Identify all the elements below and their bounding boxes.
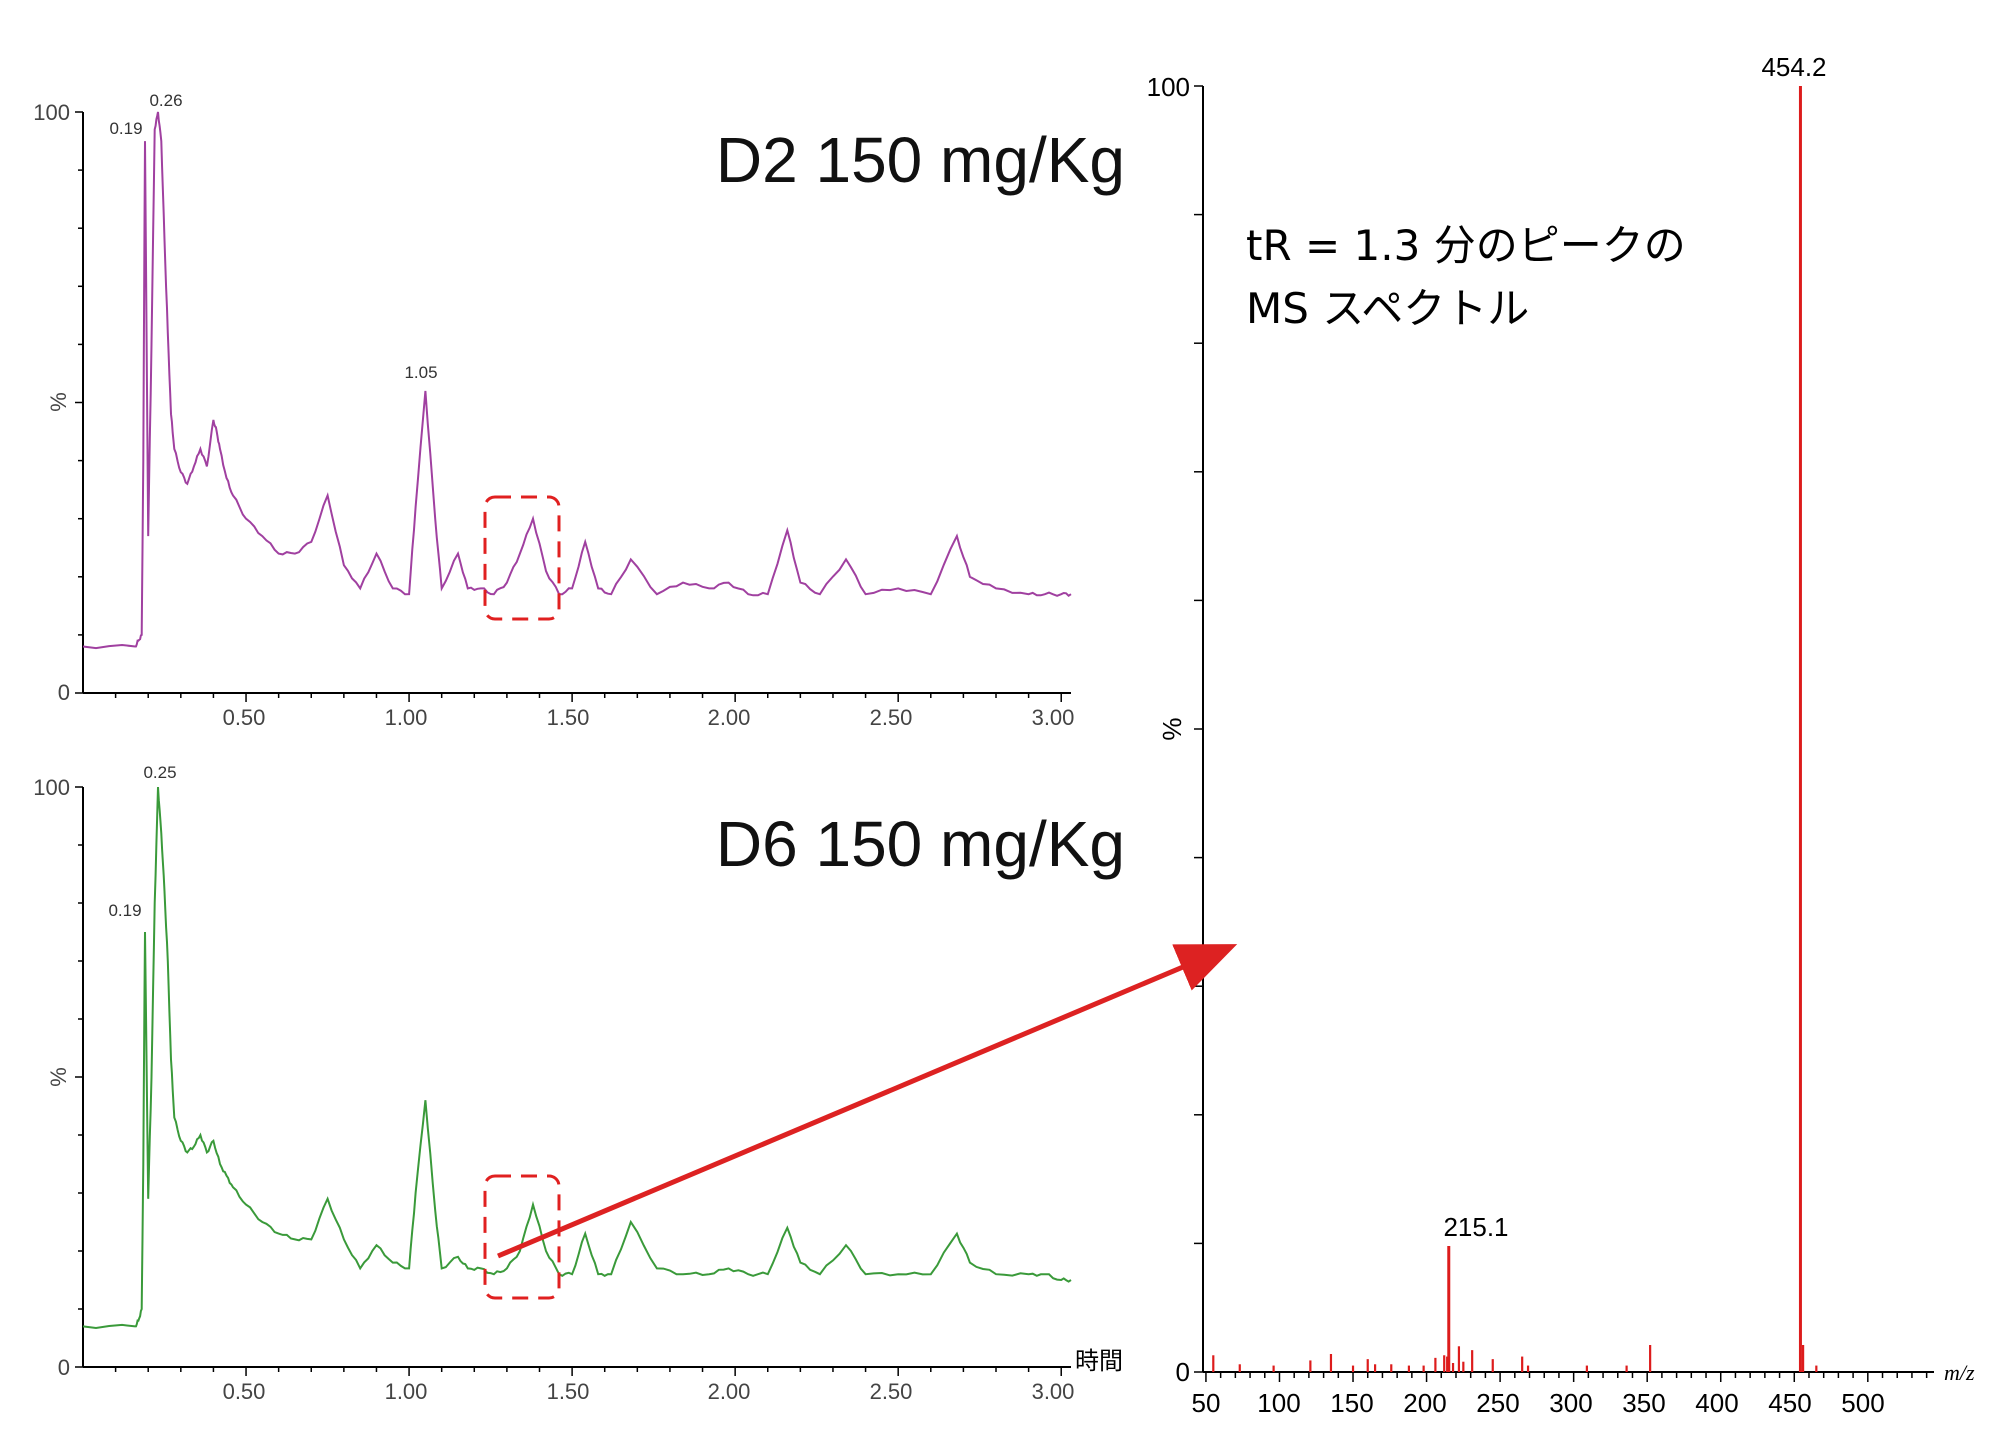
mass-spectrum: 100 0 % 50 100 150 200 250 300 350 400 4…	[1147, 52, 1975, 1418]
chromatogram-d6-xtick-2.00: 2.00	[708, 1379, 751, 1404]
spectrum-xtick-500: 500	[1841, 1388, 1884, 1418]
chromatogram-d6-trace	[82, 786, 1072, 1330]
spectrum-xlabel: m/z	[1944, 1360, 1975, 1385]
spectrum-xtick-150: 150	[1330, 1388, 1373, 1418]
spectrum-xtick-50: 50	[1192, 1388, 1221, 1418]
chromatogram-d6-xtick-3.00: 3.00	[1032, 1379, 1075, 1404]
chromatogram-d2-peak-label-0.19: 0.19	[109, 119, 142, 138]
chromatogram-d6-xtick-1.50: 1.50	[547, 1379, 590, 1404]
spectrum-xtick-400: 400	[1695, 1388, 1738, 1418]
chromatogram-d6-xtick-2.50: 2.50	[870, 1379, 913, 1404]
chromatogram-d2-xticks: 0.50 1.00 1.50 2.00 2.50 3.00	[223, 705, 1075, 730]
spectrum-xticks: 50 100 150 200 250 300 350 400 450 500	[1192, 1388, 1885, 1418]
spectrum-x-minor-ticks	[1205, 1372, 1928, 1382]
chromatogram-d6-ytick-0: 0	[58, 1355, 70, 1380]
spectrum-peak-label-454.2: 454.2	[1761, 52, 1826, 82]
chromatogram-d2-xtick-1.00: 1.00	[385, 705, 428, 730]
chromatogram-d2: D2 150 mg/Kg 100 0 % 0.50 1.00 1.50 2.00…	[33, 91, 1125, 730]
spectrum-ytick-0: 0	[1176, 1357, 1190, 1387]
chromatogram-d2-xtick-1.50: 1.50	[547, 705, 590, 730]
spectrum-y-minor-ticks	[1194, 85, 1203, 1373]
annotation-line-2: MS スペクトル	[1246, 284, 1529, 333]
chromatogram-d2-axes	[82, 112, 1071, 694]
spectrum-peak-label-215.1: 215.1	[1443, 1212, 1508, 1242]
chromatogram-d6-peak-label-0.19: 0.19	[108, 901, 141, 920]
spectrum-ylabel: %	[1157, 717, 1187, 740]
chromatogram-d2-title: D2 150 mg/Kg	[716, 124, 1125, 196]
chromatogram-d2-xtick-0.50: 0.50	[223, 705, 266, 730]
spectrum-xtick-200: 200	[1403, 1388, 1446, 1418]
chromatogram-d6: D6 150 mg/Kg 100 0 % 0.50 1.00 1.50 2.00…	[33, 763, 1125, 1404]
annotation-line-1: tR = 1.3 分のピークの	[1246, 221, 1686, 270]
chromatogram-d2-ytick-0: 0	[58, 680, 70, 705]
chromatogram-d2-ylabel: %	[46, 392, 71, 412]
chromatogram-d6-xtick-0.50: 0.50	[223, 1379, 266, 1404]
chromatogram-d6-xtick-1.00: 1.00	[385, 1379, 428, 1404]
spectrum-peaks	[1212, 86, 1818, 1372]
chromatogram-d2-highlight-box	[483, 495, 561, 621]
chromatogram-d6-xlabel: 時間	[1075, 1348, 1123, 1375]
chromatogram-d2-peak-label-1.05: 1.05	[404, 363, 437, 382]
chromatogram-d6-title: D6 150 mg/Kg	[716, 808, 1125, 880]
chromatogram-d2-ytick-100: 100	[33, 100, 70, 125]
chromatogram-d6-ytick-100: 100	[33, 775, 70, 800]
chromatogram-d6-highlight-box	[483, 1174, 561, 1300]
spectrum-xtick-350: 350	[1622, 1388, 1665, 1418]
spectrum-axes	[1202, 86, 1934, 1373]
spectrum-xtick-100: 100	[1257, 1388, 1300, 1418]
chromatogram-d2-xtick-3.00: 3.00	[1032, 705, 1075, 730]
chromatogram-d2-xtick-2.00: 2.00	[708, 705, 751, 730]
chromatogram-d2-trace	[82, 111, 1072, 650]
pointer-arrow	[497, 944, 1238, 1259]
spectrum-xtick-300: 300	[1549, 1388, 1592, 1418]
spectrum-annotation: tR = 1.3 分のピークの MS スペクトル	[1246, 221, 1686, 333]
spectrum-xtick-250: 250	[1476, 1388, 1519, 1418]
chromatogram-d2-peak-label-0.26: 0.26	[149, 91, 182, 110]
chromatogram-d6-peak-label-0.25: 0.25	[143, 763, 176, 782]
chromatogram-d6-xticks: 0.50 1.00 1.50 2.00 2.50 3.00	[223, 1379, 1075, 1404]
chromatogram-d2-xtick-2.50: 2.50	[870, 705, 913, 730]
spectrum-xtick-450: 450	[1768, 1388, 1811, 1418]
chromatogram-d6-ylabel: %	[46, 1067, 71, 1087]
spectrum-ytick-100: 100	[1147, 72, 1190, 102]
